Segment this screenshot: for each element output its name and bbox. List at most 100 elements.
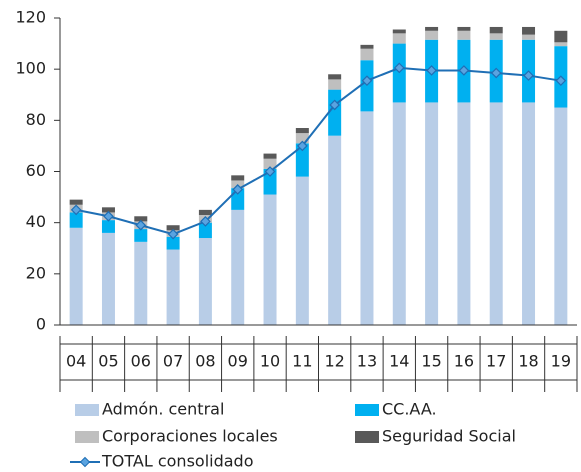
bar-segment [295,176,309,325]
legend-swatch [75,404,99,416]
bar-segment [263,194,277,325]
legend-marker [79,456,91,468]
line-marker [329,99,341,111]
bar-segment [198,238,212,325]
bar-segment [166,236,180,250]
x-tick-label: 18 [518,352,538,371]
bar-segment [457,102,471,325]
bar-segment [101,232,115,325]
x-tick-label: 15 [421,352,441,371]
bar-segment [328,89,342,136]
x-tick-label: 19 [551,352,571,371]
y-tick-label: 80 [26,110,46,129]
x-tick-label: 09 [228,352,248,371]
bar-segment [328,74,342,80]
legend-swatch [355,404,379,416]
bar-segment [425,26,439,31]
bar-segment [69,199,83,205]
bar-segment [231,209,245,325]
bar-segment [522,26,536,35]
x-tick-label: 17 [486,352,506,371]
line-marker [70,204,82,216]
bar-segment [392,33,406,44]
line-marker [426,65,437,76]
y-tick-label: 0 [36,315,46,334]
line-marker [490,67,502,79]
legend-swatch [355,431,379,443]
bar-segment [554,42,568,47]
bar-segment [295,133,309,144]
bar-segment [457,26,471,31]
legend-label: TOTAL consolidado [101,452,254,471]
bar-segment [263,158,277,169]
bar-segment [166,225,180,231]
bar-segment [263,168,277,195]
legend-swatch [75,431,99,443]
bar-segment [263,153,277,159]
x-tick-label: 12 [324,352,344,371]
legend-label: Corporaciones locales [102,427,278,446]
line-marker [135,219,147,231]
y-tick-label: 120 [15,8,46,27]
bar-segment [69,227,83,325]
bar-segment [134,241,148,325]
legend-label: CC.AA. [382,400,437,419]
bar-segment [101,220,115,233]
bar-segment [295,128,309,134]
x-tick-label: 05 [98,352,118,371]
bar-segment [457,30,471,40]
bar-segment [231,175,245,181]
line-marker [232,184,244,195]
line-marker [167,228,179,240]
line-marker [296,140,308,152]
legend-label: Seguridad Social [382,427,516,446]
bar-segment [101,207,115,213]
bar-segment [328,79,342,90]
bar-segment [166,249,180,325]
x-tick-label: 16 [454,352,474,371]
bar-segment [328,135,342,325]
line-marker [200,216,211,227]
total-line [75,66,562,236]
line-marker [393,62,405,74]
x-tick-label: 11 [292,352,312,371]
x-tick-label: 07 [163,352,183,371]
bar-segment [134,229,148,242]
x-tick-label: 13 [357,352,377,371]
x-tick-label: 06 [131,352,151,371]
line-marker [361,75,373,87]
bar-segment [489,26,503,34]
bar-segment [295,143,309,177]
bar-segment [489,102,503,325]
y-tick-label: 60 [26,161,46,180]
bar-segment [425,102,439,325]
bar-segment [360,44,374,49]
bar-segment [489,33,503,40]
x-tick-label: 04 [66,352,86,371]
bar-segment [198,222,212,239]
line-marker [555,75,567,87]
bar-segment [360,111,374,325]
y-tick-label: 20 [26,263,46,282]
y-tick-label: 40 [26,212,46,231]
bar-segment [392,29,406,34]
bar-segment [392,102,406,325]
line-marker [523,70,534,81]
bar-segment [360,48,374,61]
line-marker [458,65,470,76]
x-tick-label: 08 [195,352,215,371]
bar-segment [425,30,439,40]
line-marker [103,210,114,222]
bar-segment [554,107,568,326]
x-tick-label: 14 [389,352,409,371]
bar-segment [554,30,568,43]
bar-segment [69,212,83,228]
y-tick-label: 100 [15,59,46,78]
legend-label: Admón. central [102,400,224,419]
bar-segment [134,216,148,222]
x-tick-label: 10 [260,352,280,371]
bar-segment [522,34,536,40]
bar-segment [198,209,212,215]
bar-segment [522,102,536,325]
